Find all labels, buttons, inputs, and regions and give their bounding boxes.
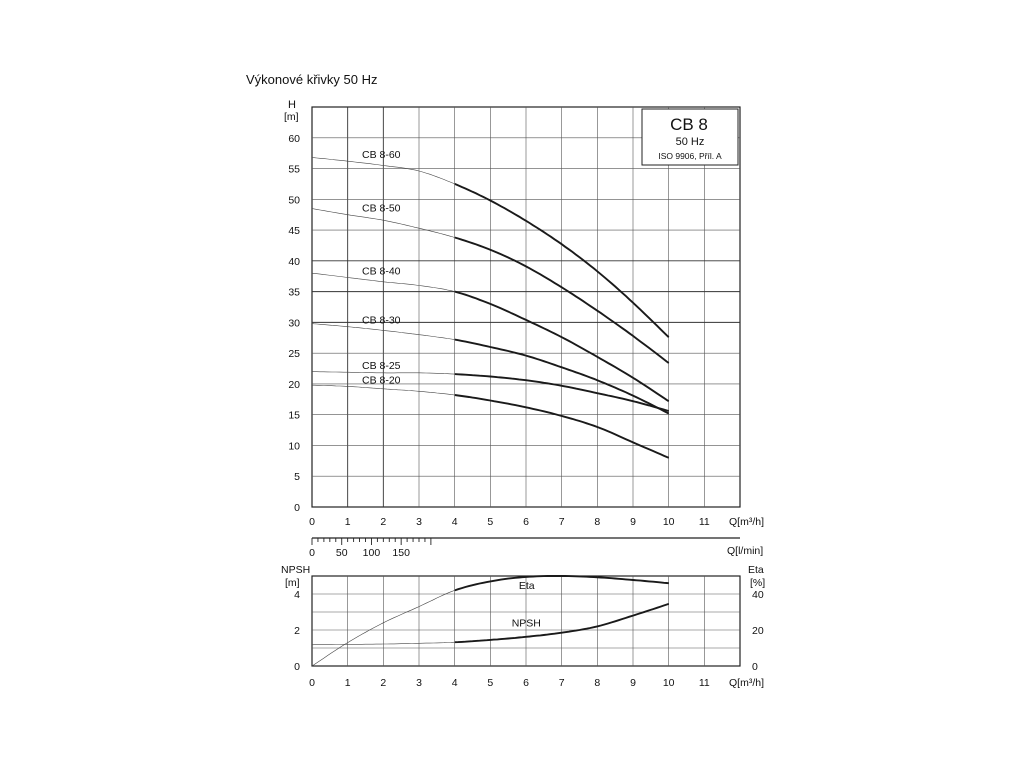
eta-y-ticks: 0 20 40	[752, 589, 764, 673]
npsh-eta-x-tick-label: 9	[630, 677, 636, 689]
head-x-tick-label: 7	[559, 516, 565, 528]
eta-axis-unit: [%]	[750, 577, 765, 589]
curve-eta	[454, 575, 669, 592]
curve-label-cb-8-40: CB 8-40	[362, 265, 401, 277]
npsh-axis-unit: [m]	[285, 577, 300, 589]
head-x-tick-label: 0	[309, 516, 315, 528]
flow-tick-label: 150	[392, 547, 410, 559]
curve-label-cb-8-20: CB 8-20	[362, 374, 401, 386]
npsh-eta-x-ticks: 0 1 2 3 4 5 6 7 8 9 10 11	[309, 677, 710, 689]
model-name: CB 8	[670, 115, 708, 134]
npsh-eta-x-tick-label: 8	[594, 677, 600, 689]
curve-cb-8-40	[454, 290, 670, 403]
head-axis-label: H	[288, 99, 296, 111]
curve-label-eta: Eta	[519, 580, 535, 592]
curve-npsh	[454, 602, 669, 644]
head-y-tick-label: 40	[288, 256, 300, 268]
npsh-eta-x-tick-label: 0	[309, 677, 315, 689]
eta-y-tick-label: 0	[752, 661, 758, 673]
model-frequency: 50 Hz	[676, 136, 705, 148]
head-chart: CB 8-60 CB 8-50 CB 8-40 CB 8-30 CB 8-25 CB 8-…	[284, 99, 764, 528]
curve-cb-8-25-thin	[311, 371, 455, 375]
npsh-eta-x-tick-label: 5	[487, 677, 493, 689]
model-standard: ISO 9906, Příl. A	[658, 151, 722, 161]
npsh-eta-x-tick-label: 1	[345, 677, 351, 689]
head-y-tick-label: 60	[288, 133, 300, 145]
npsh-eta-x-tick-label: 11	[699, 677, 710, 689]
flow-tick-label: 0	[309, 547, 315, 559]
head-x-tick-label: 8	[594, 516, 600, 528]
eta-axis-label: Eta	[748, 564, 764, 576]
eta-y-tick-label: 40	[752, 589, 764, 601]
curve-eta-thin	[311, 590, 455, 667]
curve-label-cb-8-60: CB 8-60	[362, 149, 401, 161]
head-x-ticks: 0 1 2 3 4 5 6 7 8 9 10 11	[309, 516, 710, 528]
head-y-tick-label: 30	[288, 317, 300, 329]
flow-tick-label: 100	[363, 547, 381, 559]
npsh-eta-x-tick-label: 7	[559, 677, 565, 689]
curve-cb-8-40-thin	[311, 272, 455, 292]
page-title: Výkonové křivky 50 Hz	[246, 72, 378, 87]
flow-lmin-axis: 0 50 100 150 Q[l/min]	[309, 537, 763, 559]
npsh-y-tick-label: 0	[294, 661, 300, 673]
head-x-tick-label: 1	[345, 516, 351, 528]
npsh-y-tick-label: 4	[294, 589, 300, 601]
curve-cb-8-30	[454, 338, 670, 415]
curve-label-cb-8-50: CB 8-50	[362, 203, 401, 215]
model-info-box: CB 8 50 Hz ISO 9906, Příl. A	[641, 108, 739, 166]
head-x-tick-label: 10	[663, 516, 675, 528]
npsh-eta-x-tick-label: 4	[452, 677, 458, 689]
npsh-eta-x-tick-label: 2	[380, 677, 386, 689]
head-y-tick-label: 5	[294, 471, 300, 483]
curve-cb-8-20	[454, 394, 670, 459]
head-x-tick-label: 3	[416, 516, 422, 528]
head-x-tick-label: 5	[487, 516, 493, 528]
curve-npsh-thin	[311, 641, 455, 646]
head-x-tick-label: 11	[699, 516, 710, 528]
head-x-tick-label: 4	[452, 516, 458, 528]
head-y-tick-label: 45	[288, 225, 300, 237]
head-y-tick-label: 55	[288, 164, 300, 176]
head-y-tick-label: 50	[288, 194, 300, 206]
curve-cb-8-50-thin	[311, 208, 455, 238]
curve-cb-8-50	[454, 236, 670, 364]
flow-axis-label: Q[l/min]	[727, 545, 763, 557]
curve-cb-8-60	[454, 183, 670, 338]
npsh-eta-x-tick-label: 10	[663, 677, 675, 689]
npsh-eta-x-axis-label: Q[m³/h]	[729, 677, 764, 689]
npsh-eta-chart: Eta NPSH 0 1 2 3 4 5 6 7 8 9 10 11 0 2 4 0 20 40 NPSH [m…	[281, 564, 765, 689]
eta-y-tick-label: 20	[752, 625, 764, 637]
npsh-eta-curves: Eta NPSH	[311, 575, 669, 667]
head-y-tick-label: 20	[288, 379, 300, 391]
curve-cb-8-25	[454, 373, 669, 412]
head-x-tick-label: 6	[523, 516, 529, 528]
flow-tick-label: 50	[336, 547, 348, 559]
head-y-tick-label: 10	[288, 440, 300, 452]
curve-label-npsh: NPSH	[512, 617, 541, 629]
head-y-tick-label: 15	[288, 410, 300, 422]
head-y-tick-label: 0	[294, 502, 300, 514]
npsh-y-tick-label: 2	[294, 625, 300, 637]
head-y-ticks: 0 5 10 15 20 25 30 35 40 45 50 55 60	[288, 133, 300, 514]
head-y-tick-label: 25	[288, 348, 300, 360]
flow-lmin-ticks: 0 50 100 150	[309, 538, 432, 559]
curve-label-cb-8-30: CB 8-30	[362, 315, 401, 327]
npsh-eta-grid	[312, 576, 740, 666]
npsh-y-ticks: 0 2 4	[294, 589, 300, 673]
head-axis-unit: [m]	[284, 111, 299, 123]
head-curves: CB 8-60 CB 8-50 CB 8-40 CB 8-30 CB 8-25 CB 8-…	[311, 149, 670, 459]
npsh-eta-x-tick-label: 3	[416, 677, 422, 689]
head-x-axis-label: Q[m³/h]	[729, 516, 764, 528]
curve-cb-8-20-thin	[312, 384, 455, 396]
head-x-tick-label: 2	[380, 516, 386, 528]
head-x-tick-label: 9	[630, 516, 636, 528]
npsh-axis-label: NPSH	[281, 564, 310, 576]
head-y-tick-label: 35	[288, 287, 300, 299]
curve-cb-8-60-thin	[311, 157, 455, 185]
curve-label-cb-8-25: CB 8-25	[362, 360, 401, 372]
curve-cb-8-30-thin	[311, 323, 455, 340]
npsh-eta-x-tick-label: 6	[523, 677, 529, 689]
